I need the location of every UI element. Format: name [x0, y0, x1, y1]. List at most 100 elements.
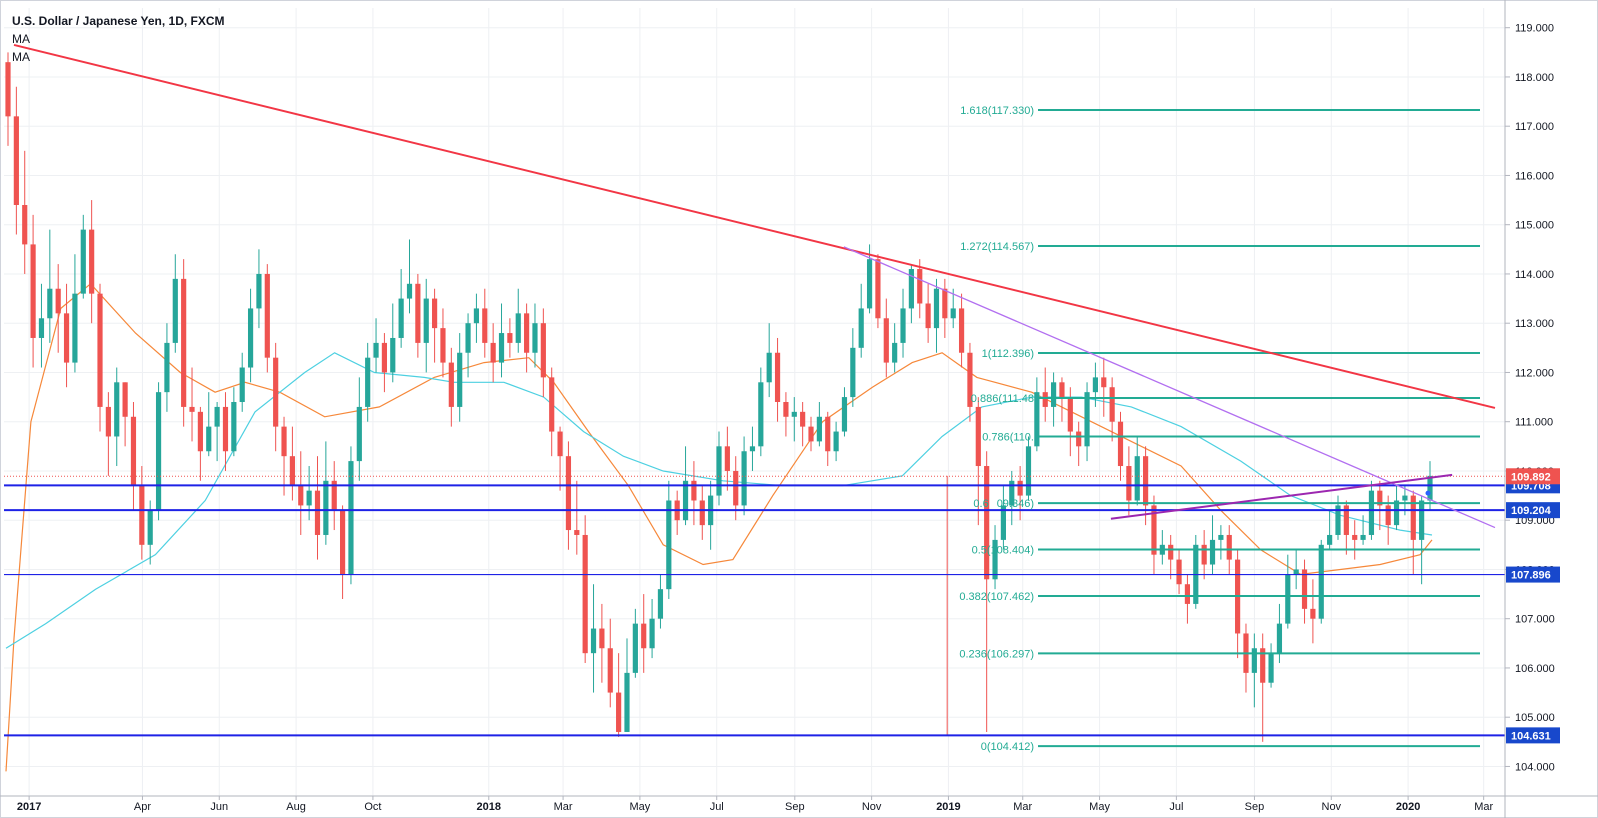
fibonacci-levels: 1.618(117.330) 1.272(114.567) 1(112.396) 0.…	[959, 105, 1480, 753]
candle	[72, 254, 78, 373]
candle	[1176, 549, 1182, 595]
candle-body	[666, 500, 672, 590]
candle	[724, 426, 730, 491]
candle-body	[1101, 377, 1107, 388]
candle	[1159, 530, 1165, 565]
candle	[1184, 574, 1191, 624]
price-tick-label: 114.000	[1515, 269, 1554, 281]
candle	[1410, 490, 1416, 575]
candle-body	[13, 116, 19, 205]
candle-body	[900, 308, 906, 343]
candle-body	[883, 318, 889, 363]
candle-body	[942, 288, 948, 319]
candle-body	[30, 244, 36, 338]
candle	[55, 264, 61, 353]
candle-body	[314, 490, 321, 535]
candle	[457, 333, 463, 422]
ma-indicator-label[interactable]: MA	[12, 32, 30, 46]
candle-body	[958, 308, 965, 353]
candle	[540, 308, 546, 398]
candle	[833, 421, 839, 462]
candle	[1042, 367, 1048, 422]
candle-body	[825, 416, 831, 452]
candle-body	[222, 406, 229, 452]
candle-body	[1251, 648, 1257, 673]
candle-body	[114, 382, 120, 437]
candle-body	[791, 411, 797, 417]
candle	[398, 269, 404, 348]
moving-averages	[5, 282, 1433, 772]
candle-body	[440, 328, 446, 363]
ma-indicator-label[interactable]: MA	[12, 50, 30, 64]
candle	[63, 283, 70, 388]
candle	[1017, 466, 1023, 521]
time-tick-label: May	[630, 801, 651, 813]
time-tick-label: Oct	[364, 801, 381, 813]
candle-body	[105, 406, 111, 437]
candle-body	[632, 623, 638, 673]
candle	[1109, 377, 1115, 442]
candle	[490, 323, 496, 383]
candle-body	[967, 352, 973, 407]
candle	[1251, 633, 1257, 708]
candle-body	[490, 342, 496, 363]
time-tick-label: Apr	[134, 801, 151, 813]
candle-body	[72, 293, 78, 363]
candle-body	[181, 278, 187, 407]
candle-body	[1009, 480, 1015, 506]
candle-body	[139, 485, 145, 545]
time-axis: 2017 Apr Jun Aug Oct 2018 Mar May Jul Sep Nov 2019 M…	[0, 795, 1598, 813]
time-tick-label: 2019	[936, 801, 960, 813]
price-level-tag-label: 107.896	[1511, 570, 1551, 582]
candle-body	[507, 333, 513, 343]
candle	[1092, 362, 1099, 407]
candle-body	[582, 534, 588, 654]
trendlines	[13, 43, 1496, 529]
candle	[1168, 534, 1174, 580]
candle	[181, 259, 187, 427]
time-tick-label: Sep	[1245, 801, 1265, 813]
candle-body	[348, 461, 354, 575]
candle	[80, 214, 86, 299]
candle	[632, 608, 638, 678]
candle	[155, 382, 162, 521]
candle-body	[1042, 392, 1048, 407]
candle-body	[641, 623, 647, 649]
candle	[264, 264, 270, 373]
candle	[498, 303, 505, 378]
candle-body	[1402, 495, 1408, 501]
fib-level-label: 0.5(108.404)	[972, 545, 1034, 557]
candle-body	[331, 480, 337, 511]
candle-body	[992, 539, 998, 580]
candle	[515, 288, 521, 353]
candle	[473, 293, 480, 343]
candle	[1084, 382, 1090, 462]
candle	[800, 402, 806, 447]
candle	[1285, 554, 1291, 629]
candle	[599, 603, 605, 683]
candle-body	[415, 283, 421, 343]
candle	[749, 426, 756, 471]
candle	[1360, 515, 1366, 545]
candle-body	[1067, 397, 1073, 432]
price-level-tag	[1506, 566, 1560, 583]
candle-body	[448, 362, 454, 407]
candle-body	[498, 333, 505, 363]
candle	[1209, 515, 1216, 575]
candle	[524, 303, 530, 373]
candle-body	[339, 510, 346, 575]
candle-body	[1285, 574, 1291, 624]
price-tick-label: 117.000	[1515, 121, 1554, 133]
candle-body	[1410, 495, 1416, 540]
candle-body	[239, 367, 245, 402]
candle	[900, 288, 906, 358]
candle-body	[432, 298, 438, 329]
time-tick-label: Sep	[785, 801, 805, 813]
candle	[942, 278, 948, 338]
price-tick-label: 106.000	[1515, 663, 1555, 675]
candle	[582, 515, 588, 664]
fib-level-label: 0.382(107.462)	[959, 591, 1034, 603]
candle	[348, 446, 354, 585]
candle	[222, 392, 229, 471]
